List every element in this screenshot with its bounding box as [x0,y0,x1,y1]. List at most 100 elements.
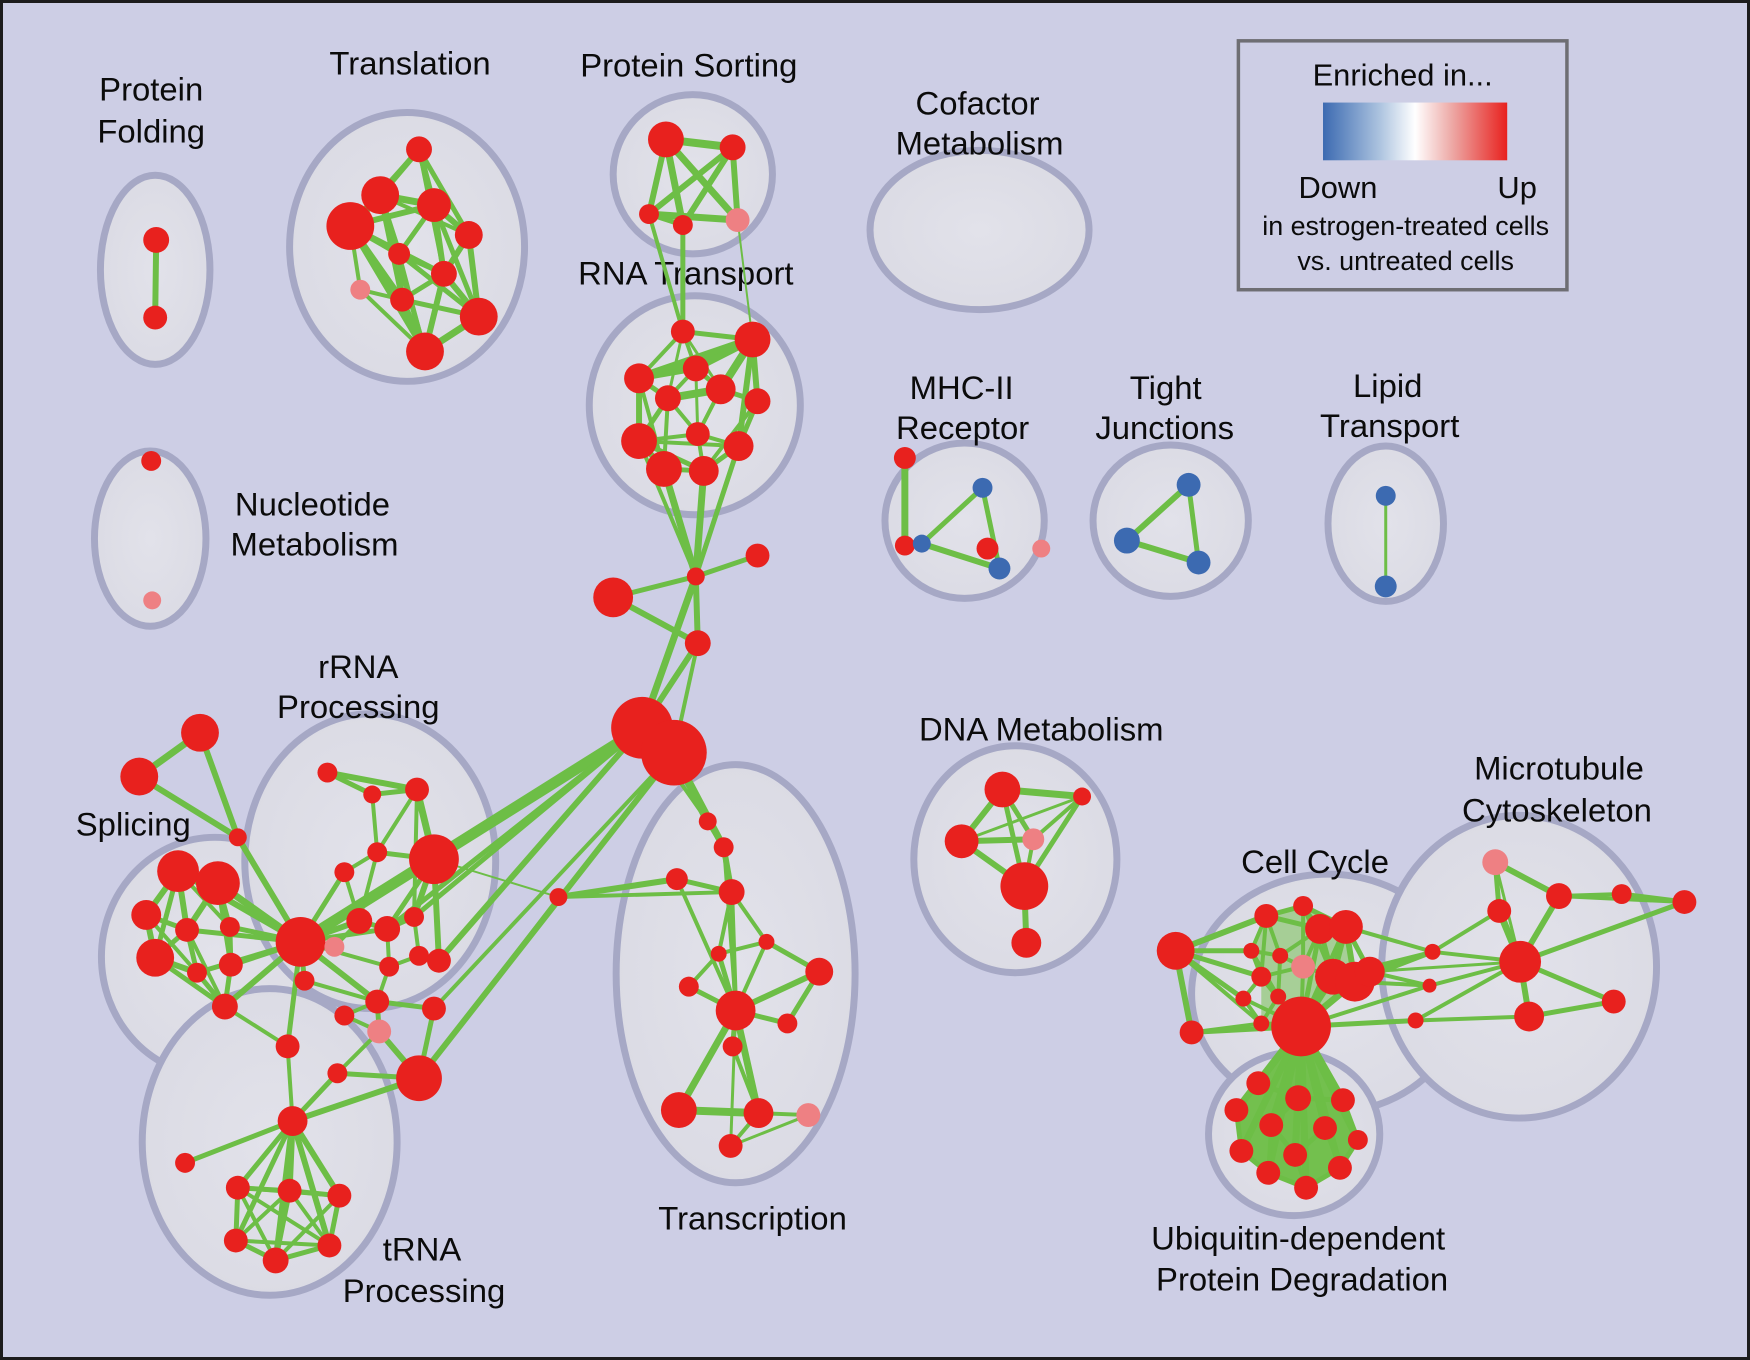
node-rr13 [426,948,451,973]
node-rr7 [346,907,373,934]
node-t5 [454,221,483,249]
node-tc11 [722,1036,743,1057]
edge-mh1-mh3 [980,485,1002,571]
node-mt3 [1487,899,1512,923]
label-lipid-2: Transport [1320,407,1459,444]
node-mn7 [327,1063,348,1084]
node-mn6 [275,1034,300,1059]
node-rt7 [744,388,771,415]
node-ub6 [1313,1116,1337,1140]
node-dm6 [1011,927,1042,958]
label-tight-2: Junctions [1095,409,1234,446]
node-ub3 [1330,1088,1355,1113]
node-tc2 [713,837,734,858]
node-mn10 [175,1152,196,1173]
node-sp3 [131,900,162,930]
node-ps3 [639,204,659,225]
label-cofactor-2: Metabolism [896,124,1064,161]
edge-hub1-rr8 [384,725,645,932]
edge-ps2-ps4 [679,144,736,229]
label-trna-1: tRNA [383,1230,462,1267]
node-tc14 [796,1103,821,1128]
node-tc12 [660,1092,697,1129]
label-dna-metabolism: DNA Metabolism [919,711,1164,748]
node-cc7 [1328,909,1363,944]
label-ubiquitin-1: Ubiquitin-dependent [1151,1219,1445,1256]
node-dm2 [1073,787,1092,806]
edge-tc14-tc15 [729,1113,810,1148]
node-rt6 [654,385,681,412]
legend-up-label: Up [1497,170,1536,205]
node-nm1 [141,451,162,471]
label-cell-cycle: Cell Cycle [1241,843,1389,880]
legend-subline-2: vs. untreated cells [1297,246,1514,276]
node-t2 [361,176,400,215]
edge-tj1-tj2 [1123,481,1192,544]
cluster-ellipses-layer [90,91,1661,1299]
label-lipid-1: Lipid [1353,367,1422,404]
node-mn9 [277,1106,308,1136]
node-rt2 [734,321,771,358]
node-rr8 [374,915,401,942]
edge-rt10-bx1 [693,443,742,579]
node-ub5 [1259,1113,1284,1137]
edge-ps2-ps3 [646,144,736,218]
node-mt4 [1499,940,1542,983]
edge-tr4-tr6 [233,1238,332,1248]
node-cc2 [1254,904,1279,928]
node-lt1 [181,713,219,752]
node-sp5 [219,916,240,937]
label-trna-2: Processing [343,1272,505,1309]
node-sp2 [196,861,240,906]
edge-mn9-tr6 [289,1118,333,1249]
label-mhc-1: MHC-II [910,369,1014,406]
label-ubiquitin-2: Protein Degradation [1156,1260,1448,1297]
node-mt8 [1514,1001,1545,1032]
legend: Enriched in... Down Up in estrogen-treat… [1236,39,1569,292]
node-cc14 [1253,1015,1270,1032]
label-cofactor-1: Cofactor [915,85,1039,122]
edge-mt4-mt10 [1517,899,1687,965]
edge-t3-t10 [431,202,482,320]
node-bx4 [684,630,711,657]
node-t11 [406,332,444,371]
node-nm2 [143,591,162,610]
node-mh2 [912,534,931,553]
node-mt9 [1601,989,1626,1014]
node-cf3 [976,537,999,560]
node-dm3 [944,824,979,859]
node-t6 [388,242,411,265]
node-tc9 [715,990,756,1031]
label-tight-1: Tight [1130,369,1202,406]
legend-down-label: Down [1298,170,1377,205]
node-cc15 [1354,956,1385,987]
node-mt5 [1424,943,1441,960]
edge-dm2-dm3 [960,794,1084,843]
edge-tc3-tc9 [674,877,738,1013]
edge-mt3-mt5 [1430,908,1502,954]
node-bx2 [745,543,770,568]
node-ub8 [1229,1138,1254,1163]
node-dm4 [1022,828,1045,851]
node-ub4 [1224,1098,1249,1123]
node-rt10 [723,431,754,461]
node-rt3 [624,363,654,394]
node-sp6 [136,938,175,977]
node-rr12 [409,945,429,966]
node-ps1 [648,121,684,158]
node-mn2 [334,1005,355,1026]
node-t9 [390,287,415,312]
node-rr2 [363,785,382,804]
edge-tj1-tj3 [1186,482,1202,566]
node-ub12 [1294,1175,1319,1200]
node-tc7 [805,957,834,986]
label-protein-folding-2: Folding [97,112,205,149]
node-pf2 [143,305,168,330]
node-t10 [459,297,498,336]
edge-mt7-mt8 [1413,1014,1532,1023]
edge-tc5-tc6 [716,939,769,956]
node-tc1 [698,812,717,831]
edge-rr3-rr4 [375,787,420,855]
node-mh3 [988,557,1011,580]
node-cc0 [1156,931,1195,970]
